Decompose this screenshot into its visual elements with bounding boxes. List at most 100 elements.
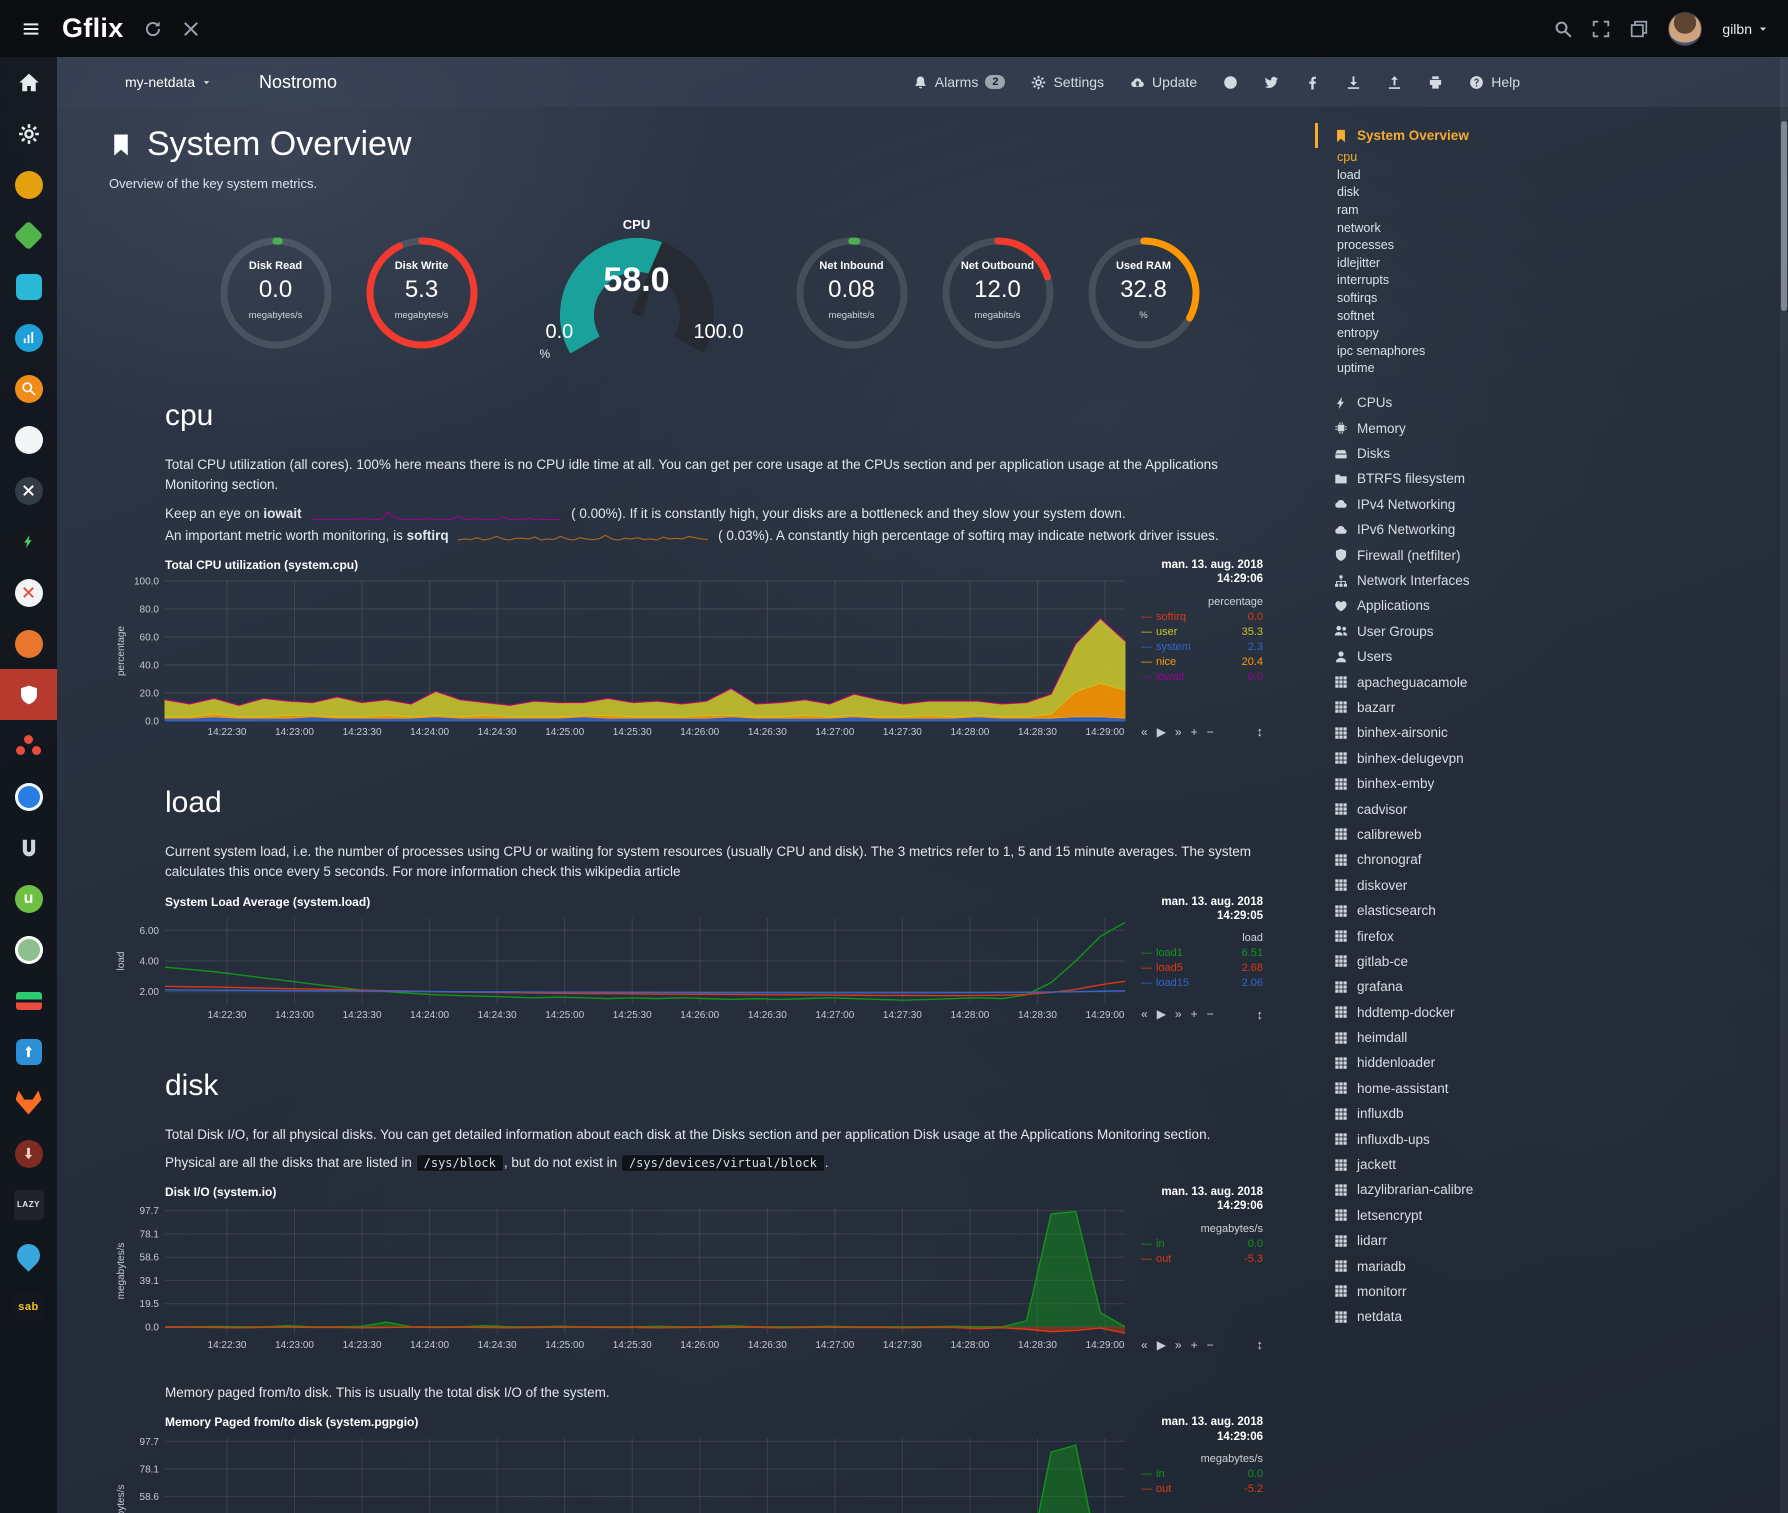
nav-item-idlejitter[interactable]: idlejitter [1337,255,1381,270]
chart-zoom-out-button[interactable]: − [1206,1007,1214,1021]
update-button[interactable]: Update [1130,74,1197,90]
sidebar-app-gitlab[interactable] [0,1077,57,1128]
nav-item-netdata[interactable]: netdata [1315,1304,1780,1329]
nav-item-softnet[interactable]: softnet [1337,308,1375,323]
sidebar-app-airsonic[interactable] [0,312,57,363]
nav-item-applications[interactable]: Applications [1315,593,1780,618]
nav-item-hiddenloader[interactable]: hiddenloader [1315,1050,1780,1075]
chart-play-button[interactable]: ▶ [1156,1337,1166,1352]
sidebar-app-spider-app[interactable] [0,618,57,669]
gauge-used-ram[interactable]: Used RAM 32.8% [1086,235,1202,351]
github-button[interactable] [1223,75,1238,90]
nav-item-load[interactable]: load [1337,167,1361,182]
sidebar-app-sabnzbd[interactable]: sab [0,1281,57,1332]
nav-item-heimdall[interactable]: heimdall [1315,1025,1780,1050]
legend-disk_chart-out[interactable]: — out -5.3 [1141,1252,1263,1265]
gauge-net-outbound[interactable]: Net Outbound 12.0 megabits/s [940,235,1056,351]
nav-item-network-interfaces[interactable]: Network Interfaces [1315,568,1780,593]
nav-item-user-groups[interactable]: User Groups [1315,619,1780,644]
sidebar-app-green-u-app[interactable]: u [0,873,57,924]
nav-item-lazylibrarian-calibre[interactable]: lazylibrarian-calibre [1315,1177,1780,1202]
sidebar-app-leaf-app[interactable] [0,924,57,975]
sidebar-app-u-app[interactable] [0,822,57,873]
legend-load_chart-load5[interactable]: — load5 2.68 [1141,962,1263,975]
print-button[interactable] [1428,75,1443,90]
chart-pan-back-button[interactable]: « [1141,1007,1148,1021]
legend-cpu_chart-iowait[interactable]: — iowait 0.0 [1141,670,1263,683]
nav-item-elasticsearch[interactable]: elasticsearch [1315,898,1780,923]
sidebar-app-shield-app[interactable] [0,669,57,720]
chart-resize-handle[interactable]: ↕ [1256,1006,1264,1022]
legend-pgpgio_chart-in[interactable]: — in 0.0 [1141,1468,1263,1480]
legend-cpu_chart-user[interactable]: — user 35.3 [1141,625,1263,638]
user-menu[interactable]: gilbn [1722,21,1768,37]
legend-pgpgio_chart-out[interactable]: — out -5.2 [1141,1483,1263,1495]
nav-item-influxdb-ups[interactable]: influxdb-ups [1315,1126,1780,1151]
nav-item-ram[interactable]: ram [1337,202,1359,217]
close-icon[interactable] [182,20,200,38]
chart-resize-handle[interactable]: ↕ [1256,1337,1264,1352]
sidebar-app-cluster-app[interactable] [0,720,57,771]
nav-item-firewall-netfilter[interactable]: Firewall (netfilter) [1315,542,1780,567]
sidebar-app-ring-app[interactable] [0,771,57,822]
nav-item-grafana[interactable]: grafana [1315,974,1780,999]
nav-item-firefox[interactable]: firefox [1315,923,1780,948]
sidebar-app-x-app[interactable] [0,465,57,516]
sidebar-app-bars-app[interactable] [0,975,57,1026]
facebook-button[interactable] [1305,75,1320,90]
nav-item-lidarr[interactable]: lidarr [1315,1228,1780,1253]
chart-zoom-out-button[interactable]: − [1206,724,1214,739]
refresh-icon[interactable] [144,20,162,38]
chart-resize-handle[interactable]: ↕ [1256,724,1264,739]
softirq-sparkline[interactable] [458,529,709,544]
avatar[interactable] [1668,11,1703,46]
legend-disk_chart-in[interactable]: — in 0.0 [1141,1237,1263,1250]
nav-item-letsencrypt[interactable]: letsencrypt [1315,1203,1780,1228]
legend-load_chart-load1[interactable]: — load1 6.51 [1141,947,1263,960]
nav-item-chronograf[interactable]: chronograf [1315,847,1780,872]
chart-zoom-in-button[interactable]: + [1190,1007,1198,1021]
sidebar-app-down-arrow-app[interactable] [0,1128,57,1179]
nav-item-bazarr[interactable]: bazarr [1315,695,1780,720]
chart-zoom-in-button[interactable]: + [1190,724,1198,739]
fullscreen-icon[interactable] [1592,20,1610,38]
alarms-button[interactable]: Alarms 2 [913,74,1006,90]
import-button[interactable] [1346,75,1361,90]
nav-item-binhex-airsonic[interactable]: binhex-airsonic [1315,720,1780,745]
nav-item-gitlab-ce[interactable]: gitlab-ce [1315,949,1780,974]
chart-play-button[interactable]: ▶ [1156,1007,1166,1021]
sidebar-app-plex[interactable] [0,159,57,210]
settings-button[interactable]: Settings [1031,74,1104,90]
nav-item-processes[interactable]: processes [1337,238,1394,253]
nav-item-interrupts[interactable]: interrupts [1337,273,1390,288]
nav-item-uptime[interactable]: uptime [1337,361,1375,376]
hamburger-menu-icon[interactable] [20,20,42,38]
sidebar-app-drop-app[interactable] [0,1230,57,1281]
nav-item-ipc-semaphores[interactable]: ipc semaphores [1337,343,1426,358]
nav-item-btrfs-filesystem[interactable]: BTRFS filesystem [1315,466,1780,491]
legend-cpu_chart-nice[interactable]: — nice 20.4 [1141,655,1263,668]
nav-item-ipv6-networking[interactable]: IPv6 Networking [1315,517,1780,542]
legend-load_chart-load15[interactable]: — load15 2.06 [1141,977,1263,990]
sidebar-app-lazylibrarian[interactable]: LAZY [0,1179,57,1230]
gauge-net-inbound[interactable]: Net Inbound 0.08 megabits/s [794,235,910,351]
scrollbar-thumb[interactable] [1781,121,1787,311]
search-icon[interactable] [1554,20,1572,38]
nav-item-users[interactable]: Users [1315,644,1780,669]
chart-zoom-in-button[interactable]: + [1190,1337,1198,1352]
chart-pan-forward-button[interactable]: » [1174,724,1182,739]
export-button[interactable] [1387,75,1402,90]
chart-pan-forward-button[interactable]: » [1174,1337,1182,1352]
cpu_chart-plot[interactable]: 0.0 20.0 40.0 60.0 80.0 100.0 14:22:30 14:23:00… [113,575,1133,741]
nav-item-diskover[interactable]: diskover [1315,873,1780,898]
window-restore-icon[interactable] [1630,20,1648,38]
sidebar-app-radarr[interactable] [0,414,57,465]
sidebar-app-settings[interactable] [0,108,57,159]
nav-item-network[interactable]: network [1337,220,1381,235]
sidebar-app-emby[interactable] [0,210,57,261]
sidebar-app-jackett[interactable] [0,363,57,414]
sidebar-app-scissors-app[interactable] [0,567,57,618]
chart-pan-back-button[interactable]: « [1141,724,1148,739]
gauge-cpu[interactable]: CPU 58.0 0.0 100.0% [539,217,744,361]
legend-cpu_chart-system[interactable]: — system 2.3 [1141,640,1263,653]
